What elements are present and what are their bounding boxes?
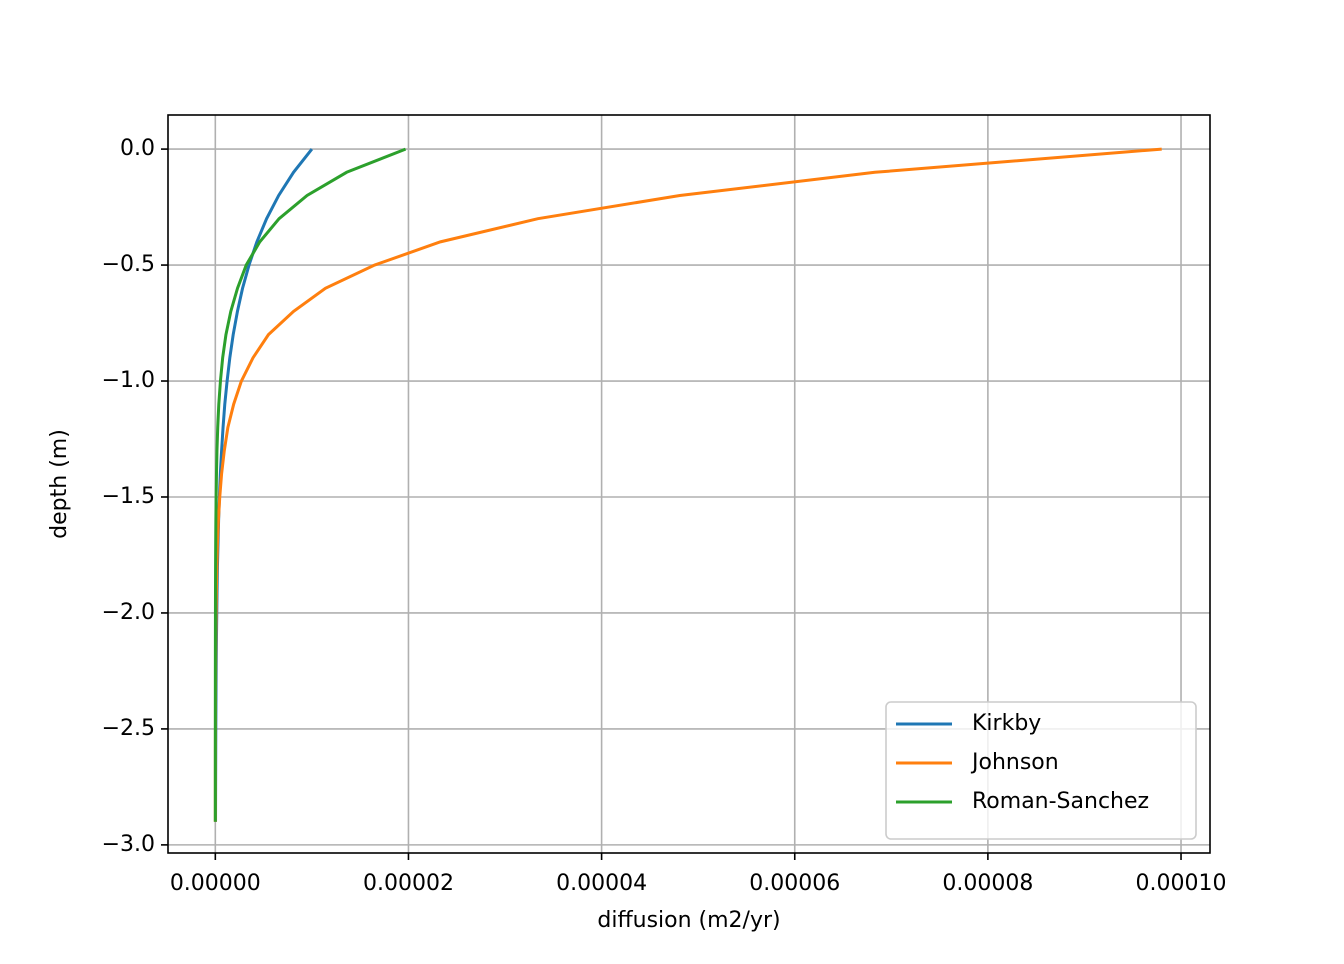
x-tick-label: 0.00004	[556, 871, 647, 896]
legend-label: Kirkby	[972, 711, 1041, 736]
y-tick-label: −1.5	[102, 484, 155, 509]
axes-frame	[167, 114, 1211, 854]
x-tick-label: 0.00000	[170, 871, 261, 896]
y-tick-label: −1.0	[102, 368, 155, 393]
x-tick-label: 0.00006	[749, 871, 840, 896]
y-tick-label: −3.0	[102, 832, 155, 857]
y-axis-label: depth (m)	[47, 429, 72, 539]
y-tick-label: −2.5	[102, 716, 155, 741]
legend-label: Roman-Sanchez	[972, 789, 1149, 814]
legend-label: Johnson	[970, 750, 1059, 775]
line-series	[213, 147, 407, 822]
y-tick-label: −2.0	[102, 600, 155, 625]
x-tick-label: 0.00002	[363, 871, 454, 896]
x-tick-label: 0.00008	[942, 871, 1033, 896]
x-axis-label: diffusion (m2/yr)	[597, 908, 780, 933]
legend-box	[885, 701, 1197, 840]
x-tick-label: 0.00010	[1136, 871, 1227, 896]
y-tick-label: −0.5	[102, 252, 155, 277]
y-tick-label: 0.0	[120, 136, 155, 161]
